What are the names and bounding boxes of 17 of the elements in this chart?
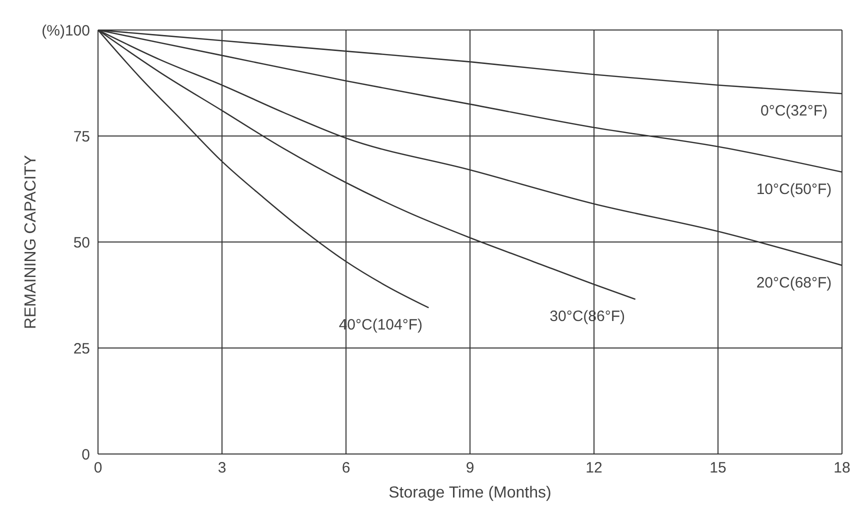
- y-axis-title: REMAINING CAPACITY: [22, 154, 40, 329]
- x-tick-label: 15: [710, 460, 726, 477]
- y-tick-label: 25: [73, 340, 90, 358]
- y-tick-label: 75: [73, 128, 90, 146]
- x-tick-label: 3: [218, 460, 226, 477]
- series-label: 20°C(68°F): [756, 274, 832, 292]
- y-tick-label: 0: [82, 446, 90, 464]
- x-axis-title: Storage Time (Months): [388, 484, 552, 502]
- series-label: 10°C(50°F): [756, 181, 832, 198]
- x-tick-label: 0: [94, 460, 102, 477]
- y-tick-label: (%)100: [42, 22, 90, 40]
- y-tick-label: 50: [73, 234, 90, 252]
- x-tick-label: 9: [466, 460, 474, 477]
- x-tick-label: 18: [834, 460, 850, 477]
- x-tick-label: 12: [586, 460, 602, 477]
- series-label: 0°C(32°F): [760, 102, 828, 120]
- x-tick-label: 6: [342, 460, 350, 477]
